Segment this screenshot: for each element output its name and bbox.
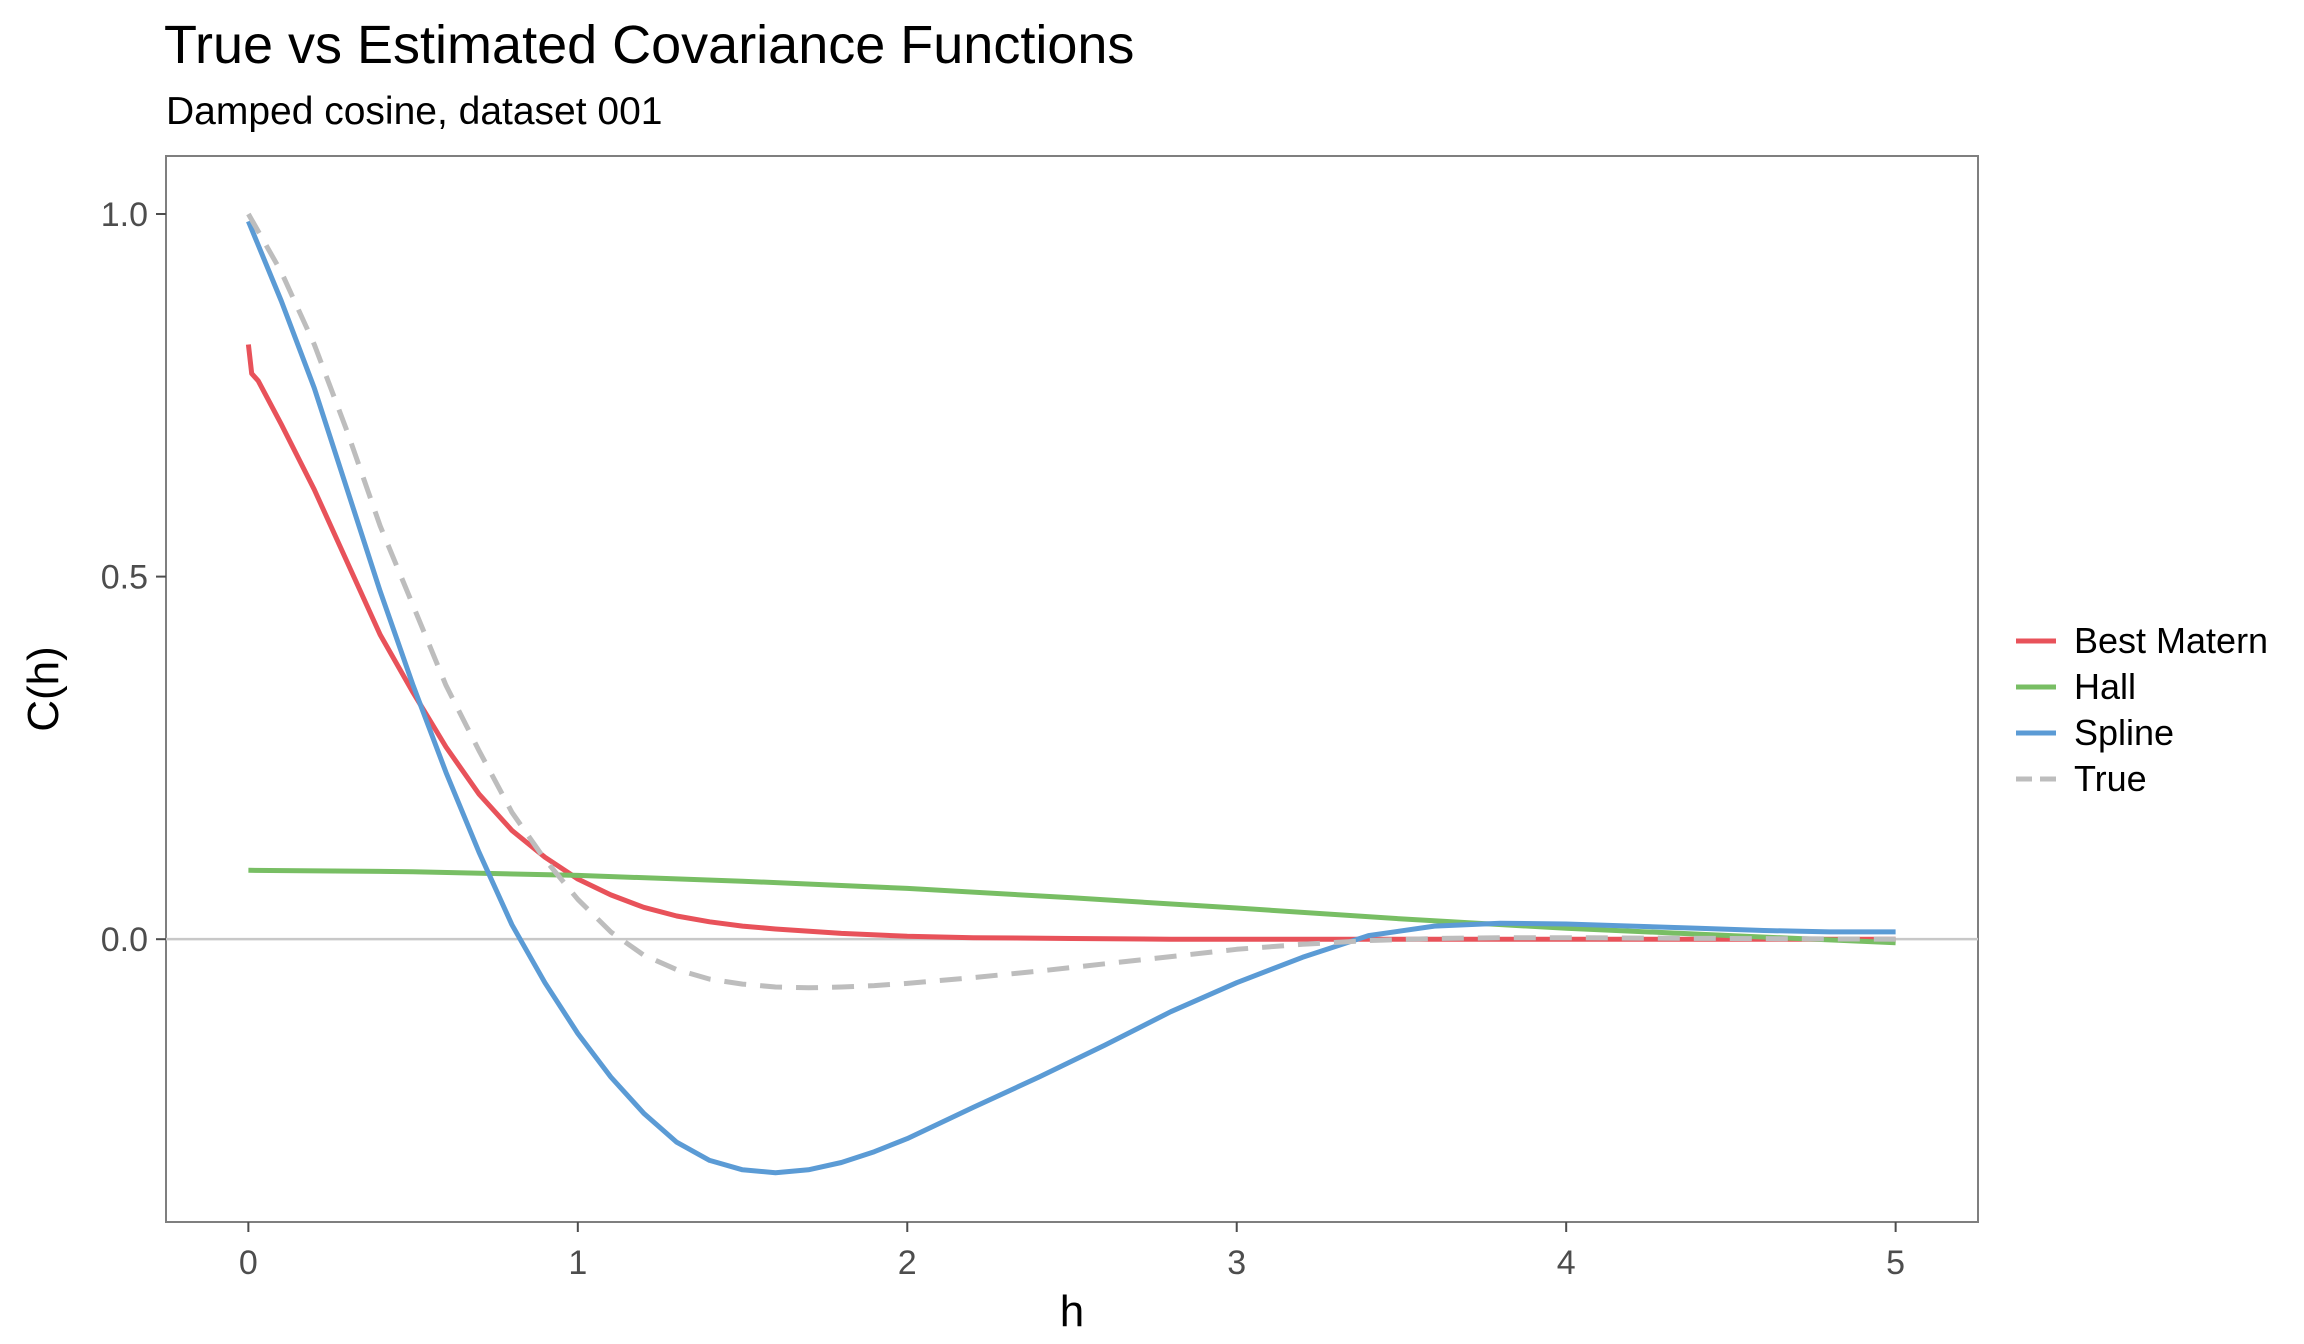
y-axis-title: C(h) [19,646,68,732]
x-tick-label: 2 [898,1244,917,1282]
panel-border [165,155,1979,1223]
chart-subtitle: Damped cosine, dataset 001 [166,90,663,133]
series-line-hall [248,867,1896,946]
legend-label: Spline [2074,712,2175,753]
x-tick-label: 0 [239,1244,258,1282]
x-tick-label: 3 [1227,1244,1246,1282]
y-tick-label: 1.0 [101,196,148,234]
legend-item-hall: Hall [2014,664,2268,710]
legend-key [2014,626,2058,656]
legend-label: Hall [2074,666,2137,707]
x-tick-label: 4 [1557,1244,1576,1282]
legend-item-best-matern: Best Matern [2014,618,2268,664]
x-axis-title: h [1060,1287,1084,1336]
legend-key [2014,718,2058,748]
legend-label: True [2074,758,2147,799]
series-line-best-matern [245,344,1896,942]
series-line-true [246,212,1896,991]
axes: 0 1 2 3 4 5 0.0 0.5 1.0 [101,196,1905,1282]
legend-item-true: True [2014,756,2268,802]
series-lines [245,212,1896,1176]
x-tick-label: 5 [1886,1244,1905,1282]
legend-key [2014,764,2058,794]
legend-label: Best Matern [2074,620,2269,661]
legend-item-spline: Spline [2014,710,2268,756]
y-tick-label: 0.0 [101,921,148,959]
x-tick-label: 1 [568,1244,587,1282]
legend-key [2014,672,2058,702]
chart-title: True vs Estimated Covariance Functions [164,15,1135,75]
legend: Best Matern Hall Spline True [2014,618,2268,802]
y-tick-label: 0.5 [101,559,148,597]
series-line-spline [246,220,1896,1176]
